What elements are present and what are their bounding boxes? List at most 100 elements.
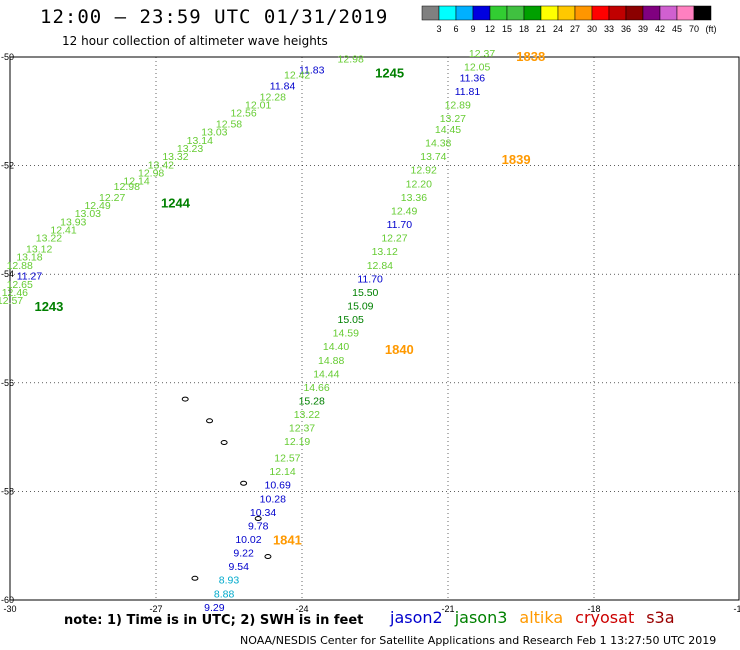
wave-height-value: 10.28 [260,493,286,505]
wave-height-value: 13.27 [440,113,466,125]
y-tick-label: -56 [1,378,14,388]
wave-height-value: 13.22 [36,233,62,245]
x-tick-label: -21 [441,604,454,614]
pass-number-label: 1841 [273,532,302,547]
wave-height-value: 12.41 [50,224,76,236]
wave-height-value: 12.92 [411,165,437,177]
x-tick-label: -15 [733,604,740,614]
wave-height-value: 12.49 [84,200,110,212]
wave-height-value: 15.05 [338,314,364,326]
wave-height-value: 13.14 [187,135,213,147]
wave-height-value: 12.37 [469,48,495,60]
wave-height-value: 8.93 [219,575,240,587]
wave-height-value: 12.28 [260,91,286,103]
wave-height-value: 12.14 [123,176,149,188]
wave-height-value: 13.12 [372,246,398,258]
wave-height-value: 9.54 [229,561,250,573]
legend-label: 36 [621,24,631,34]
wave-height-value: 12.01 [245,100,271,112]
wave-height-value: 14.88 [318,355,344,367]
wave-height-value: 12.27 [99,192,125,204]
wave-height-value: 9.29 [204,602,225,614]
wave-height-value: 13.12 [26,243,52,255]
wave-height-value: 15.50 [352,287,378,299]
wave-height-value: 14.40 [323,341,349,353]
wave-height-value: 14.38 [425,138,451,150]
satellite-altika-label: altika [519,608,564,627]
legend-label: 15 [502,24,512,34]
pass-number-label: 1839 [502,152,531,167]
wave-height-value: 12.98 [138,167,164,179]
wave-height-value: 12.88 [7,260,33,272]
wave-height-value: 13.42 [148,159,174,171]
y-tick-label: -52 [1,161,14,171]
wave-height-value: 13.18 [16,252,42,264]
legend-swatch [693,5,712,21]
wave-height-value: 11.27 [17,271,43,283]
y-tick-label: -60 [1,595,14,605]
credit-line: NOAA/NESDIS Center for Satellite Applica… [240,634,717,647]
wave-height-value: 12.27 [381,233,407,245]
wave-height-value: 10.69 [265,480,291,492]
wave-height-value: 11.70 [357,273,383,285]
island-outline [181,396,189,402]
legend-label: (ft) [706,24,717,34]
wave-height-value: 14.44 [313,368,339,380]
wave-height-value: 12.57 [274,453,300,465]
x-tick-label: -18 [587,604,600,614]
wave-height-value: 13.03 [201,127,227,139]
wave-height-value: 15.09 [347,300,373,312]
wave-height-value: 12.49 [391,205,417,217]
wave-height-value: 12.57 [0,295,23,307]
wave-height-value: 9.22 [233,548,254,560]
wave-height-value: 12.46 [2,287,28,299]
legend-label: 21 [536,24,546,34]
y-tick-label: -50 [1,52,14,62]
island-outline [254,516,262,522]
legend-label: 18 [519,24,529,34]
wave-height-value: 12.84 [367,260,393,272]
wave-height-value: 10.34 [250,507,276,519]
wave-height-value: 8.88 [214,588,235,600]
pass-number-label: 1243 [34,299,63,314]
legend-label: 12 [485,24,495,34]
island-outline [220,440,228,446]
satellite-legend: jason2 jason3 altika cryosat s3a [390,608,687,627]
legend-label: 39 [638,24,648,34]
wave-height-value: 11.84 [270,81,296,93]
x-tick-label: -27 [149,604,162,614]
satellite-jason2-label: jason2 [390,608,443,627]
legend-label: 24 [553,24,563,34]
legend-label: 33 [604,24,614,34]
wave-height-value: 11.70 [387,219,413,231]
legend-label: 70 [689,24,699,34]
pass-number-label: 1245 [375,65,404,80]
wave-height-value: 12.98 [114,181,140,193]
legend-label: 9 [470,24,475,34]
wave-height-value: 12.05 [464,62,490,74]
wave-height-value: 12.98 [338,53,364,65]
x-tick-label: -30 [3,604,16,614]
wave-height-value: 14.59 [333,328,359,340]
wave-height-value: 12.14 [269,466,295,478]
map-subtitle: 12 hour collection of altimeter wave hei… [62,34,328,48]
wave-height-value: 12.89 [445,100,471,112]
pass-number-label: 1244 [161,196,191,211]
island-outline [191,575,199,581]
island-outline [240,480,248,486]
legend-label: 3 [436,24,441,34]
legend-label: 6 [453,24,458,34]
satellite-jason3-label: jason3 [454,608,508,627]
legend-label: 42 [655,24,665,34]
wave-height-value: 15.28 [299,396,325,408]
wave-height-value: 13.22 [294,409,320,421]
wave-height-value: 12.19 [284,436,310,448]
wave-height-value: 11.83 [299,64,325,76]
wave-height-value: 12.20 [406,178,432,190]
legend-label: 30 [587,24,597,34]
pass-number-label: 1838 [516,49,545,64]
wave-height-value: 14.66 [303,382,329,394]
wave-height-value: 12.65 [7,279,33,291]
island-outline [206,418,214,424]
